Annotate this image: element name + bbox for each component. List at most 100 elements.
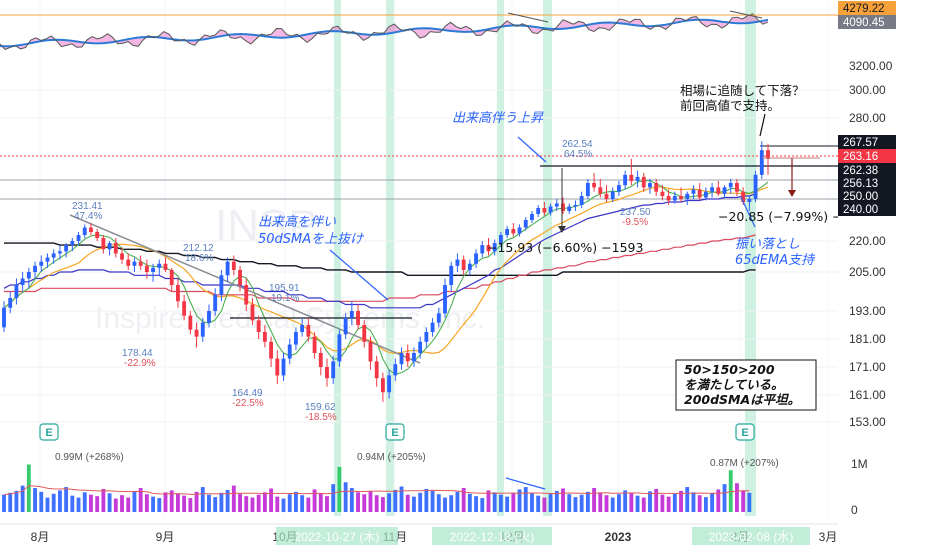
candle-body (213, 294, 218, 311)
candle-body (45, 257, 50, 262)
candle-body (685, 193, 690, 199)
volume-bar (343, 482, 348, 512)
candle-body (542, 208, 547, 213)
peak-label-pct: 19.1% (271, 293, 299, 304)
price-tick-label: 181.00 (849, 332, 886, 346)
volume-bar (356, 492, 360, 512)
candle-body (480, 245, 485, 254)
candle-body (393, 364, 398, 376)
candle-body (592, 183, 597, 188)
volume-bar (610, 497, 615, 512)
volume-bar (126, 497, 131, 512)
volume-bar (51, 493, 56, 512)
price-badge (838, 135, 896, 149)
price-tick-label: 280.00 (849, 111, 886, 125)
volume-bar (374, 495, 379, 512)
volume-bar (95, 496, 100, 512)
price-badge (838, 176, 896, 190)
price-badge (838, 163, 896, 177)
date-label-text: 2022-12-13 (火) (450, 530, 535, 544)
volume-bar (256, 494, 261, 512)
arrow-volume-rise (517, 136, 547, 163)
volume-bar (579, 494, 584, 512)
volume-tick-label: 0 (851, 503, 858, 517)
candle-body (269, 341, 274, 359)
volume-bar (424, 488, 429, 512)
volume-bar (294, 491, 298, 512)
date-label-text: 2023-02-08 (水) (709, 530, 794, 544)
candle-body (2, 307, 6, 328)
conditions-line-2: を満たしている。 (684, 377, 784, 392)
peak-label-price: 195.91 (269, 283, 300, 294)
compare-badge-text: 4279.22 (843, 3, 885, 15)
annotation-breakout-1: 出来高を伴い (258, 215, 336, 230)
time-tick-label: 3月 (819, 530, 838, 544)
volume-bar (623, 490, 628, 512)
candle-body (219, 275, 224, 295)
candle-body (194, 329, 199, 337)
volume-bar (151, 496, 155, 512)
candle-body (287, 344, 292, 359)
candle-body (455, 259, 460, 266)
volume-bar (604, 495, 609, 512)
candle-body (89, 227, 93, 232)
candle-body (511, 229, 516, 234)
price-badge-text: 250.00 (843, 191, 878, 203)
highlight-band (334, 0, 341, 516)
volume-bar (20, 485, 25, 512)
volume-bar (300, 495, 305, 512)
candle-body (424, 332, 429, 342)
candle-body (374, 361, 379, 379)
volume-bar (592, 488, 597, 512)
price-badge-text: 256.13 (843, 178, 878, 190)
candle-body (306, 325, 311, 337)
volume-ma-line (3, 485, 750, 496)
measure-label-1: −15.93 (−6.60%) −1593 (487, 240, 643, 255)
candle-body (238, 269, 242, 285)
arrow-volume-bottom (505, 477, 546, 490)
compare-panel (0, 13, 838, 50)
date-label-bg (692, 527, 810, 545)
volume-bar (635, 495, 640, 512)
candle-body (380, 378, 385, 393)
volume-bar (26, 464, 31, 512)
peak-label-price: 262.54 (562, 139, 593, 150)
volume-bar (113, 498, 118, 512)
date-label-bg (276, 527, 398, 545)
candle-body (244, 285, 249, 305)
volume-bar (536, 495, 541, 512)
volume-bar (262, 492, 267, 512)
candle-body (337, 334, 342, 362)
volume-bar (238, 493, 242, 512)
price-tick-label: 161.00 (849, 388, 886, 402)
candle-body (548, 206, 553, 213)
volume-bar (107, 493, 112, 512)
candle-body (766, 150, 770, 159)
candle-body (70, 241, 75, 246)
volume-bar (585, 491, 590, 512)
candle-body (629, 174, 634, 181)
volume-bar (269, 488, 274, 512)
candle-body (598, 187, 603, 194)
volume-bar (747, 492, 752, 512)
volume-bar (666, 496, 671, 512)
price-badge-text: 267.57 (843, 137, 878, 149)
volume-bar (175, 493, 180, 512)
candle-body (623, 174, 628, 186)
volume-bar (436, 494, 441, 512)
candle-body (8, 298, 13, 308)
volume-bar (163, 492, 168, 512)
candle-body (554, 203, 559, 207)
price-tick-label: 205.00 (849, 265, 886, 279)
candle-body (741, 191, 746, 202)
volume-bar (660, 494, 665, 512)
highlight-band (543, 0, 552, 516)
candle-body (443, 285, 447, 314)
candle-body (57, 251, 62, 254)
candlesticks (2, 141, 770, 402)
candle-body (474, 253, 478, 264)
volume-bar (275, 496, 280, 512)
